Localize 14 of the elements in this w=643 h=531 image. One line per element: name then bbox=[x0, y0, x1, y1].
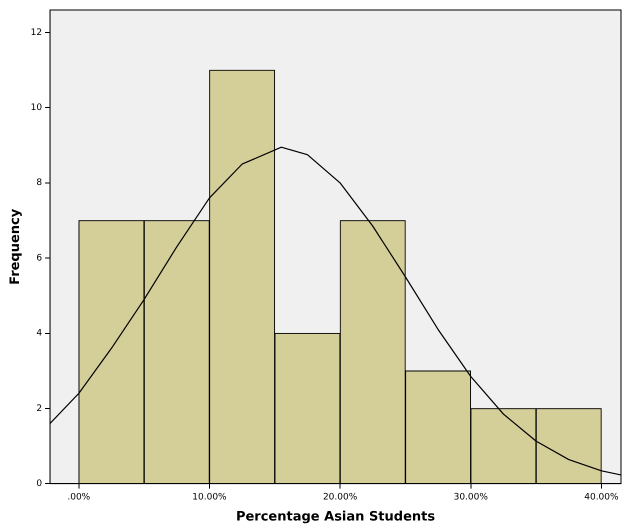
x-tick-label: 40.00% bbox=[584, 492, 620, 502]
y-axis-title: Frequency bbox=[8, 208, 24, 285]
x-tick-label: 30.00% bbox=[454, 492, 488, 502]
y-tick-label: 12 bbox=[30, 28, 42, 38]
x-axis-title: Percentage Asian Students bbox=[236, 510, 436, 525]
y-tick-label: 6 bbox=[36, 253, 42, 264]
y-tick-label: 10 bbox=[30, 103, 42, 114]
x-tick-label: 20.00% bbox=[322, 492, 358, 502]
y-tick-label: 8 bbox=[36, 178, 42, 188]
y-tick-label: 0 bbox=[36, 478, 42, 489]
y-tick-label: 4 bbox=[36, 328, 42, 339]
x-tick-label: .00% bbox=[67, 492, 91, 502]
x-tick-label: 10.00% bbox=[192, 492, 228, 502]
y-tick-label: 2 bbox=[36, 404, 42, 414]
